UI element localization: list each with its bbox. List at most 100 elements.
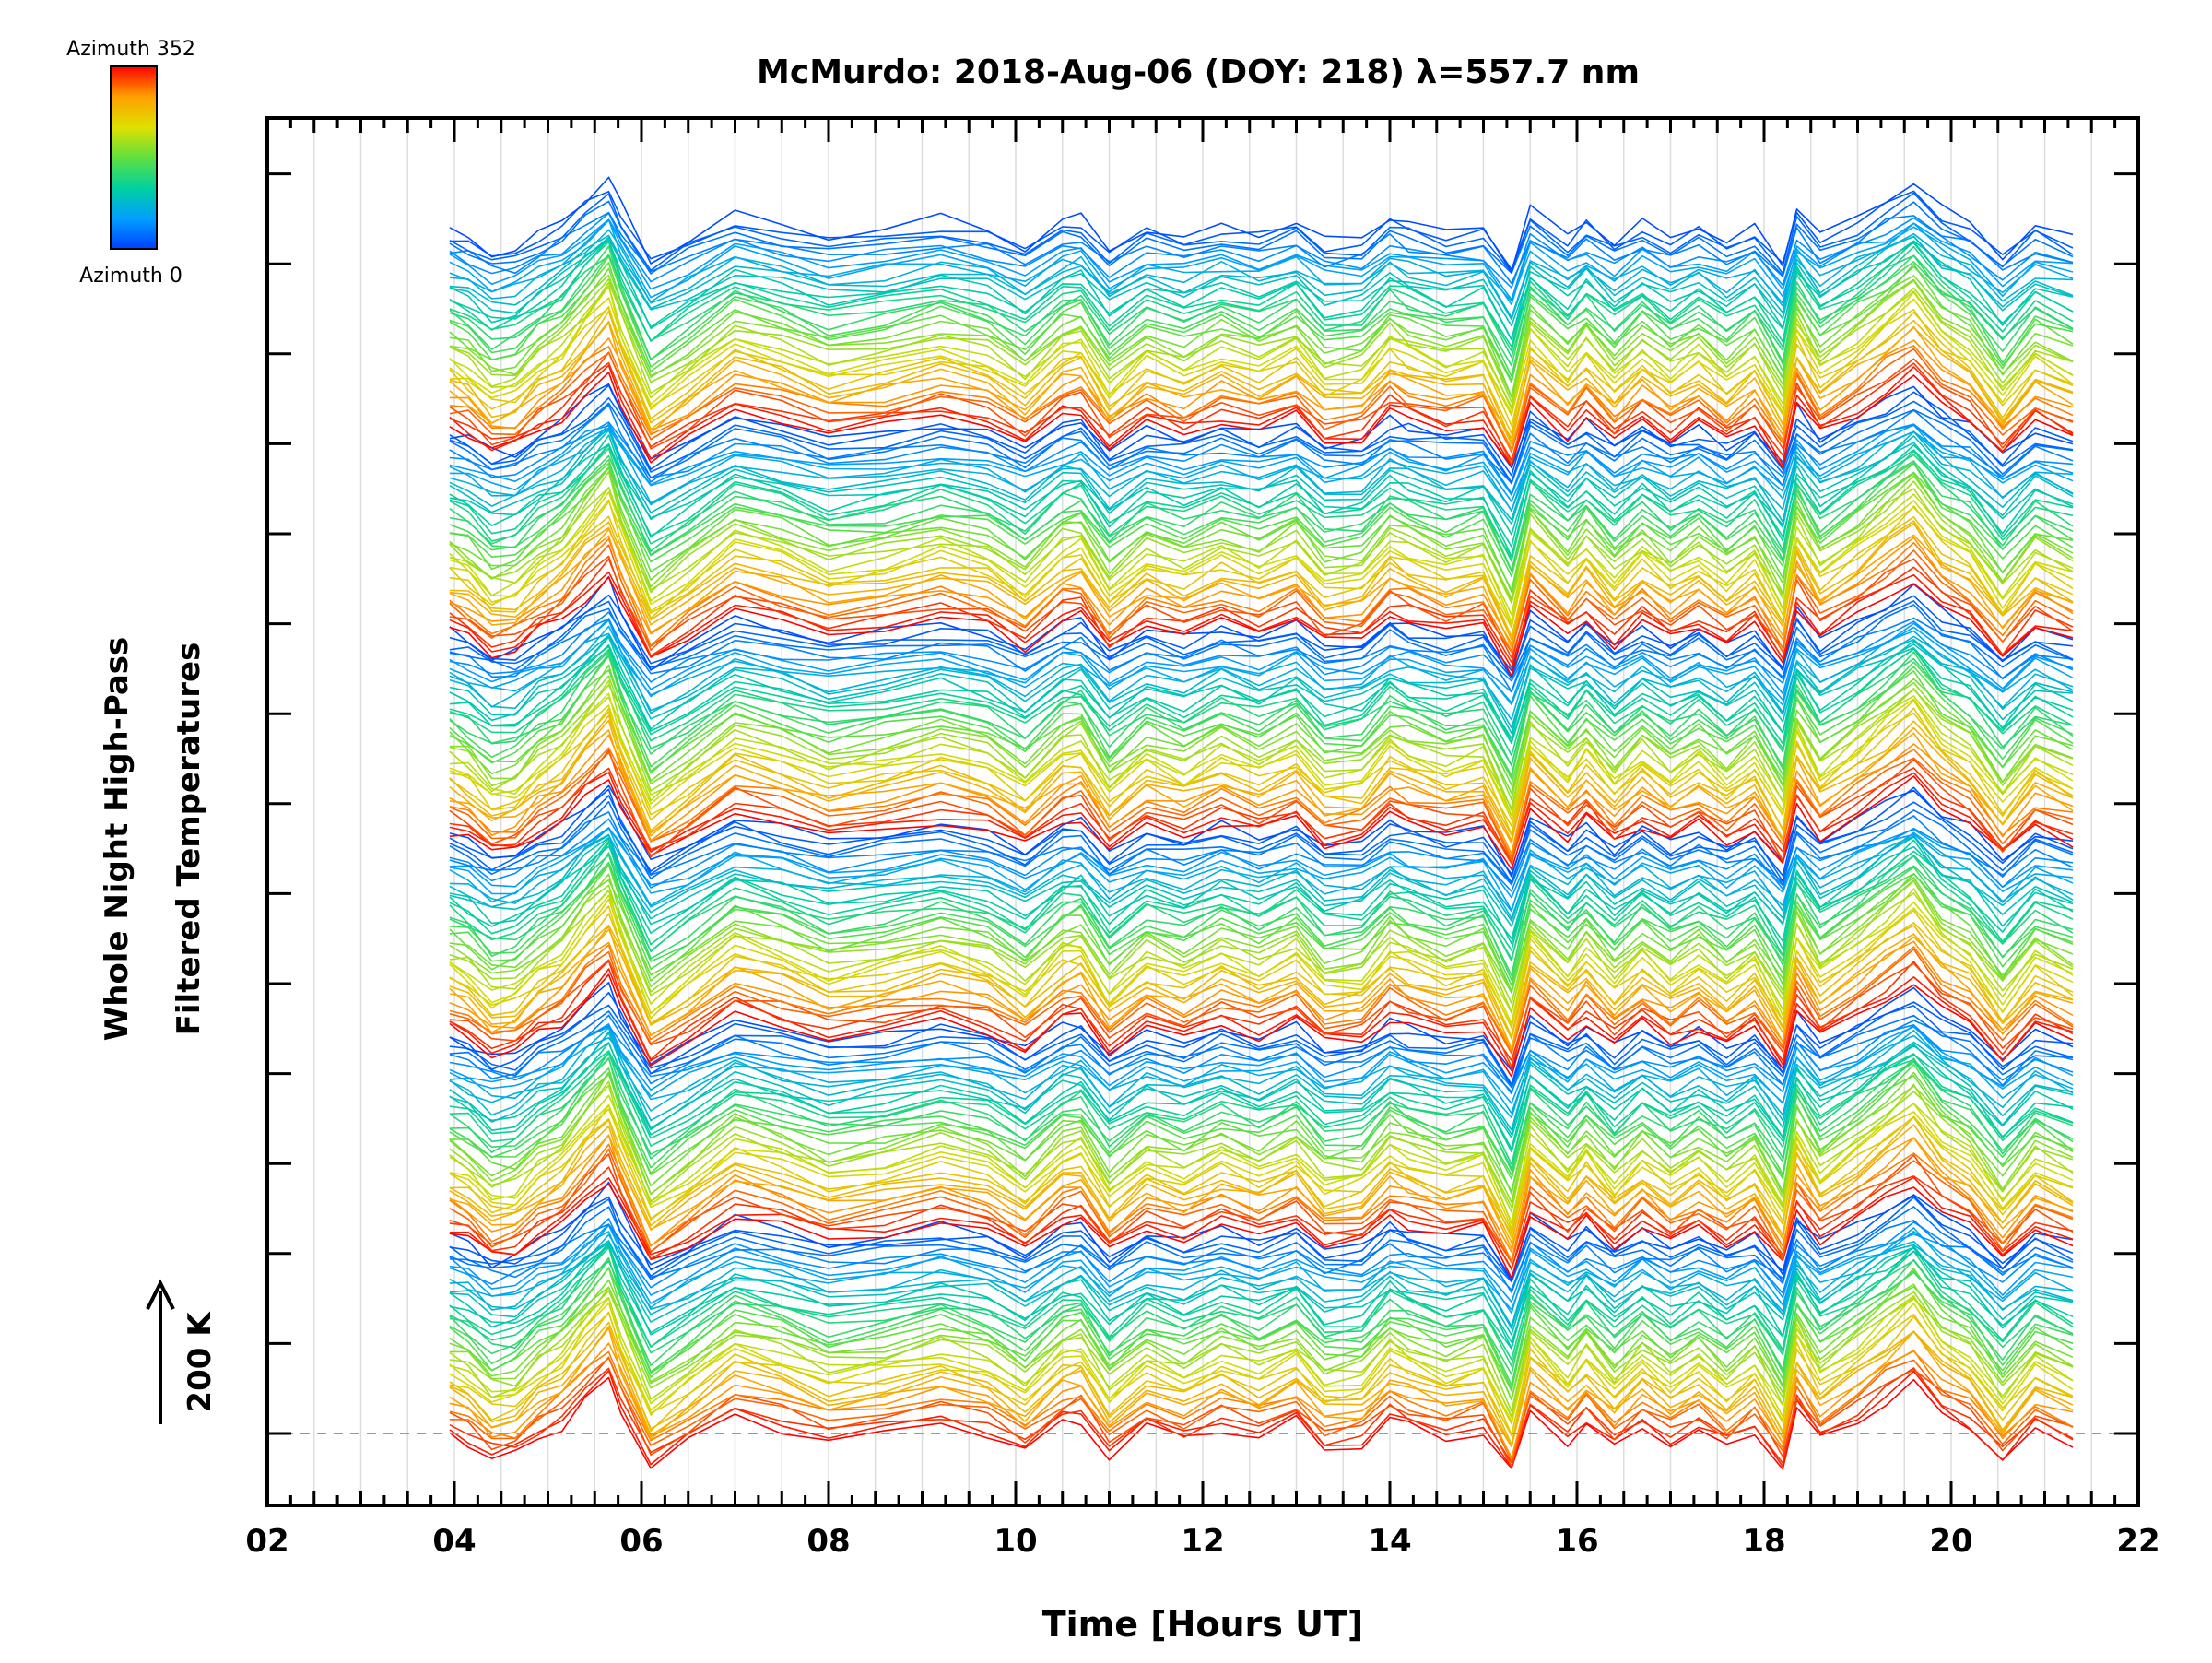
trace-line — [449, 1056, 2074, 1176]
trace-line — [449, 861, 2074, 982]
trace-line — [449, 675, 2074, 801]
trace-line — [449, 1223, 2074, 1303]
trace-line — [449, 372, 2074, 469]
trace-line — [449, 1197, 2074, 1282]
trace-line — [449, 528, 2074, 648]
trace-line — [449, 1148, 2074, 1264]
trace-line — [449, 466, 2074, 600]
trace-line — [449, 1104, 2074, 1239]
trace-line — [449, 1183, 2074, 1280]
trace-line — [449, 845, 2074, 945]
x-axis-label: Time [Hours UT] — [1042, 1604, 1364, 1645]
trace-line — [449, 618, 2074, 684]
trace-line — [449, 982, 2074, 1071]
trace-line — [449, 345, 2074, 450]
trace-line — [449, 544, 2074, 654]
trace-line — [449, 864, 2074, 994]
trace-line — [449, 948, 2074, 1055]
trace-line — [449, 1124, 2074, 1244]
trace-line — [449, 1258, 2074, 1386]
x-tick-label: 18 — [1742, 1523, 1785, 1560]
trace-line — [449, 176, 2074, 273]
trace-line — [449, 692, 2074, 817]
colorbar-bottom-label: Azimuth 0 — [79, 265, 182, 288]
trace-line — [449, 655, 2074, 780]
trace-line — [449, 700, 2074, 820]
trace-line — [449, 1153, 2074, 1264]
trace-line — [449, 664, 2074, 795]
trace-line — [449, 1052, 2074, 1170]
trace-line — [449, 429, 2074, 512]
trace-line — [449, 576, 2074, 678]
x-tick-label: 22 — [2116, 1523, 2159, 1560]
trace-line — [449, 648, 2074, 757]
trace-line — [449, 1376, 2074, 1470]
trace-line — [449, 960, 2074, 1062]
trace-line — [449, 1024, 2074, 1104]
trace-line — [449, 1356, 2074, 1468]
trace-line — [449, 575, 2074, 672]
trace-line — [449, 491, 2074, 623]
trace-line — [449, 297, 2074, 417]
x-tick-label: 12 — [1181, 1523, 1224, 1560]
trace-line — [449, 944, 2074, 1053]
trace-line — [449, 1014, 2074, 1095]
scale-arrow-head — [146, 1279, 175, 1310]
trace-line — [449, 1302, 2074, 1425]
trace-line — [449, 200, 2074, 277]
trace-line — [449, 1134, 2074, 1254]
trace-line — [449, 402, 2074, 485]
x-tick-label: 16 — [1555, 1523, 1598, 1560]
trace-line — [449, 894, 2074, 1024]
trace-line — [449, 840, 2074, 951]
trace-line — [449, 1242, 2074, 1336]
x-tick-label: 02 — [245, 1523, 288, 1560]
traces — [449, 176, 2074, 1470]
trace-line — [449, 235, 2074, 327]
trace-line — [449, 775, 2074, 870]
trace-line — [449, 695, 2074, 817]
trace-line — [449, 645, 2074, 745]
trace-line — [449, 924, 2074, 1040]
trace-line — [449, 1024, 2074, 1089]
colorbar: Azimuth 352 Azimuth 0 — [66, 38, 195, 288]
trace-line — [449, 828, 2074, 912]
trace-line — [449, 558, 2074, 664]
trace-line — [449, 434, 2074, 548]
trace-line — [449, 973, 2074, 1078]
trace-line — [449, 679, 2074, 809]
trace-line — [449, 635, 2074, 735]
x-tick-label: 08 — [806, 1523, 850, 1560]
trace-line — [449, 1224, 2074, 1315]
trace-line — [449, 1242, 2074, 1350]
trace-line — [449, 925, 2074, 1050]
trace-line — [449, 1181, 2074, 1282]
x-tick-label: 04 — [432, 1523, 476, 1560]
trace-line — [449, 842, 2074, 961]
trace-line — [449, 1206, 2074, 1284]
trace-line — [449, 734, 2074, 855]
trace-line — [449, 571, 2074, 669]
x-tick-label: 06 — [619, 1523, 663, 1560]
trace-line — [449, 384, 2074, 477]
trace-line — [449, 466, 2074, 591]
trace-line — [449, 219, 2074, 306]
trace-line — [449, 212, 2074, 289]
trace-line — [449, 1286, 2074, 1419]
trace-line — [449, 1032, 2074, 1136]
trace-line — [449, 535, 2074, 645]
trace-line — [449, 487, 2074, 616]
trace-line — [449, 237, 2074, 341]
trace-line — [449, 837, 2074, 942]
trace-line — [449, 1267, 2074, 1390]
trace-line — [449, 1227, 2074, 1313]
trace-line — [449, 854, 2074, 960]
trace-line — [449, 864, 2074, 986]
trace-line — [449, 523, 2074, 641]
trace-line — [449, 1108, 2074, 1229]
trace-line — [449, 1259, 2074, 1367]
trace-line — [449, 281, 2074, 410]
trace-line — [449, 190, 2074, 270]
plot-frame — [265, 116, 2140, 1507]
